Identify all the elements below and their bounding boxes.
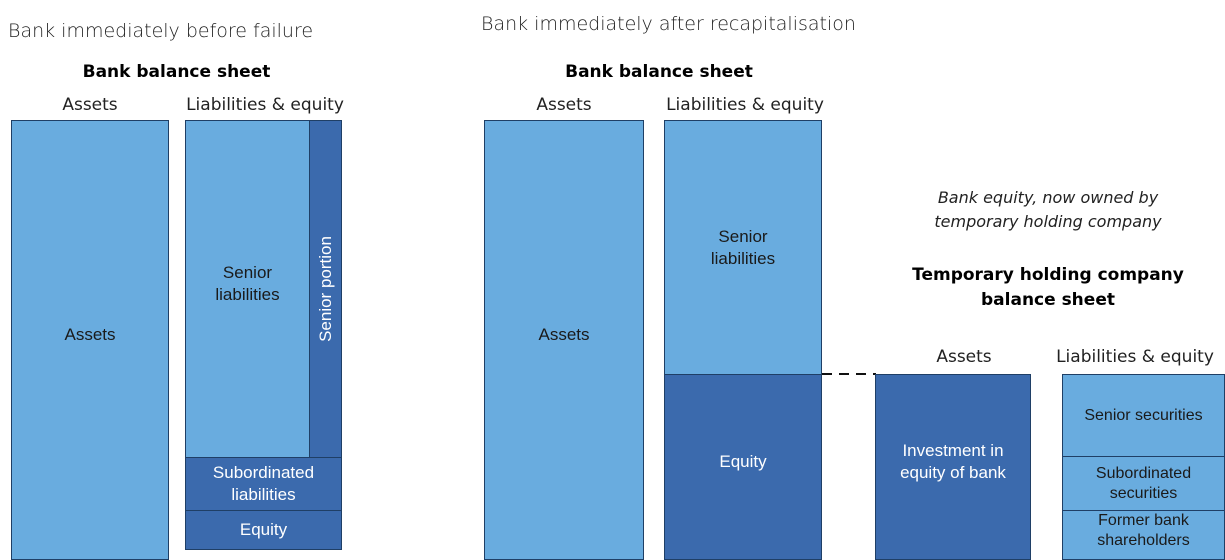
- assets-box: Assets: [484, 120, 644, 560]
- box-label: Senior: [222, 263, 273, 282]
- box-label: Subordinated: [1095, 464, 1192, 482]
- box-label: liabilities: [215, 285, 280, 304]
- subordinated-liabilities-box: Subordinated liabilities: [185, 457, 342, 511]
- equity-box: Equity: [664, 374, 822, 560]
- sheet-title: Bank balance sheet: [82, 62, 271, 82]
- note: Bank equity, now owned by temporary hold…: [890, 186, 1206, 234]
- former-shareholders-box: Former bank shareholders: [1062, 510, 1225, 560]
- sheet-title: Bank balance sheet: [565, 62, 753, 82]
- senior-liabilities-box: Senior liabilities: [185, 120, 310, 458]
- note-line: temporary holding company: [934, 212, 1162, 231]
- senior-portion-box: Senior portion: [309, 120, 342, 458]
- box-label: Senior: [718, 226, 768, 246]
- box-label: Assets: [538, 325, 590, 344]
- box-label: equity of bank: [900, 463, 1006, 482]
- connector: [822, 373, 876, 375]
- column-header: Liabilities & equity: [1056, 347, 1214, 367]
- column-header: Assets: [936, 347, 992, 367]
- column-header: Liabilities & equity: [186, 95, 344, 115]
- section-title: Bank immediately before failure: [8, 20, 314, 42]
- box-label: Senior portion: [315, 236, 335, 342]
- column-header: Assets: [62, 95, 118, 115]
- box-label: Senior securities: [1084, 406, 1203, 424]
- box-label: securities: [1109, 484, 1178, 502]
- column-header: Assets: [536, 95, 592, 115]
- box-label: Former bank: [1098, 512, 1189, 529]
- box-label: liabilities: [710, 248, 776, 268]
- box-label: Investment in: [902, 441, 1004, 460]
- box-label: Subordinated: [212, 463, 315, 482]
- box-label: Equity: [719, 452, 767, 471]
- investment-box: Investment in equity of bank: [875, 374, 1031, 560]
- note-line: Bank equity, now owned by: [937, 188, 1159, 207]
- senior-securities-box: Senior securities: [1062, 374, 1225, 457]
- box-label: Equity: [239, 520, 288, 539]
- box-label: shareholders: [1097, 532, 1190, 549]
- equity-box: Equity: [185, 510, 342, 550]
- sheet-title: Temporary holding company balance sheet: [890, 263, 1206, 313]
- box-label: liabilities: [231, 485, 296, 504]
- senior-liabilities-box: Senior liabilities: [664, 120, 822, 375]
- sheet-title-line: Temporary holding company: [912, 265, 1184, 285]
- assets-box: Assets: [11, 120, 169, 560]
- box-label: Assets: [64, 325, 116, 344]
- section-title: Bank immediately after recapitalisation: [481, 13, 856, 35]
- subordinated-securities-box: Subordinated securities: [1062, 456, 1225, 511]
- sheet-title-line: balance sheet: [981, 290, 1115, 310]
- column-header: Liabilities & equity: [666, 95, 824, 115]
